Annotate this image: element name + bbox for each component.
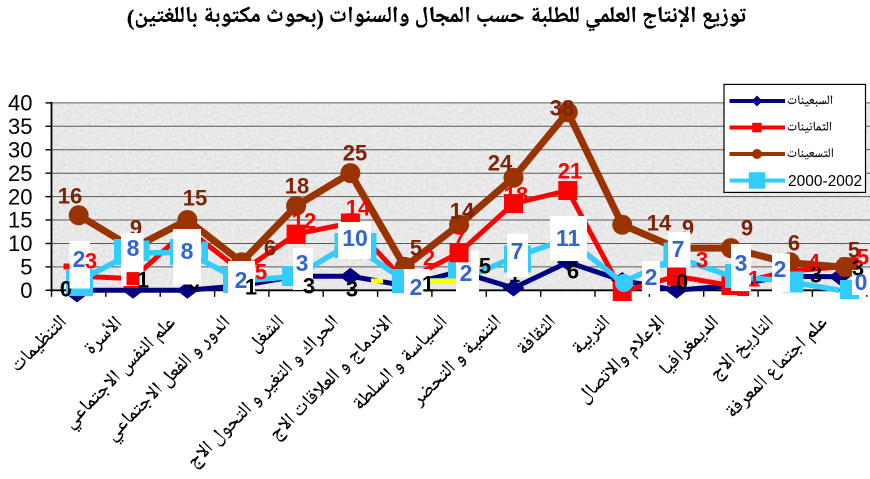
svg-text:25: 25 (343, 141, 367, 166)
svg-text:0: 0 (855, 269, 868, 295)
svg-text:11: 11 (556, 225, 581, 251)
svg-text:24: 24 (488, 151, 513, 176)
svg-text:3: 3 (296, 250, 309, 276)
svg-text:3: 3 (346, 277, 358, 302)
svg-text:25: 25 (8, 161, 32, 186)
svg-text:3: 3 (303, 274, 315, 299)
svg-text:1: 1 (422, 272, 434, 297)
svg-text:2000-2002: 2000-2002 (788, 173, 862, 190)
svg-text:2: 2 (460, 260, 473, 286)
svg-text:20: 20 (8, 184, 32, 209)
svg-text:18: 18 (285, 174, 309, 199)
svg-text:30: 30 (8, 137, 32, 162)
svg-text:2: 2 (235, 267, 248, 293)
svg-text:14: 14 (647, 211, 672, 236)
svg-text:0: 0 (20, 278, 32, 303)
svg-text:12: 12 (292, 209, 316, 234)
svg-text:18: 18 (504, 183, 528, 208)
svg-text:2: 2 (645, 264, 658, 290)
svg-text:35: 35 (8, 114, 32, 139)
svg-text:8: 8 (127, 235, 140, 261)
svg-text:9: 9 (741, 216, 753, 241)
svg-text:7: 7 (672, 236, 685, 262)
svg-text:2: 2 (410, 274, 423, 300)
svg-text:10: 10 (342, 225, 368, 251)
svg-text:15: 15 (183, 186, 207, 211)
svg-text:16: 16 (58, 184, 82, 209)
svg-text:4: 4 (808, 250, 821, 275)
svg-text:3: 3 (85, 249, 97, 274)
svg-text:14: 14 (450, 199, 475, 224)
svg-text:1: 1 (137, 268, 149, 293)
svg-text:6: 6 (264, 236, 276, 261)
svg-text:8: 8 (181, 238, 194, 264)
svg-text:2: 2 (423, 246, 435, 271)
svg-text:14: 14 (346, 196, 371, 221)
svg-text:5: 5 (479, 254, 491, 279)
svg-text:10: 10 (8, 231, 32, 256)
svg-text:21: 21 (558, 159, 582, 184)
svg-text:0: 0 (676, 270, 688, 295)
svg-text:5: 5 (410, 236, 422, 261)
svg-text:6: 6 (788, 231, 800, 256)
svg-text:7: 7 (511, 238, 524, 264)
svg-text:2: 2 (73, 246, 86, 272)
svg-text:2: 2 (774, 256, 787, 282)
svg-text:5: 5 (255, 260, 267, 285)
svg-text:40: 40 (8, 91, 32, 116)
svg-text:3: 3 (735, 250, 748, 276)
svg-text:5: 5 (857, 245, 869, 270)
svg-text:3: 3 (696, 248, 708, 273)
svg-text:15: 15 (8, 208, 32, 233)
svg-text:5: 5 (20, 255, 32, 280)
svg-text:38: 38 (550, 96, 574, 121)
svg-text:7: 7 (453, 227, 465, 252)
svg-text:1: 1 (748, 267, 760, 292)
svg-text:6: 6 (567, 259, 579, 284)
